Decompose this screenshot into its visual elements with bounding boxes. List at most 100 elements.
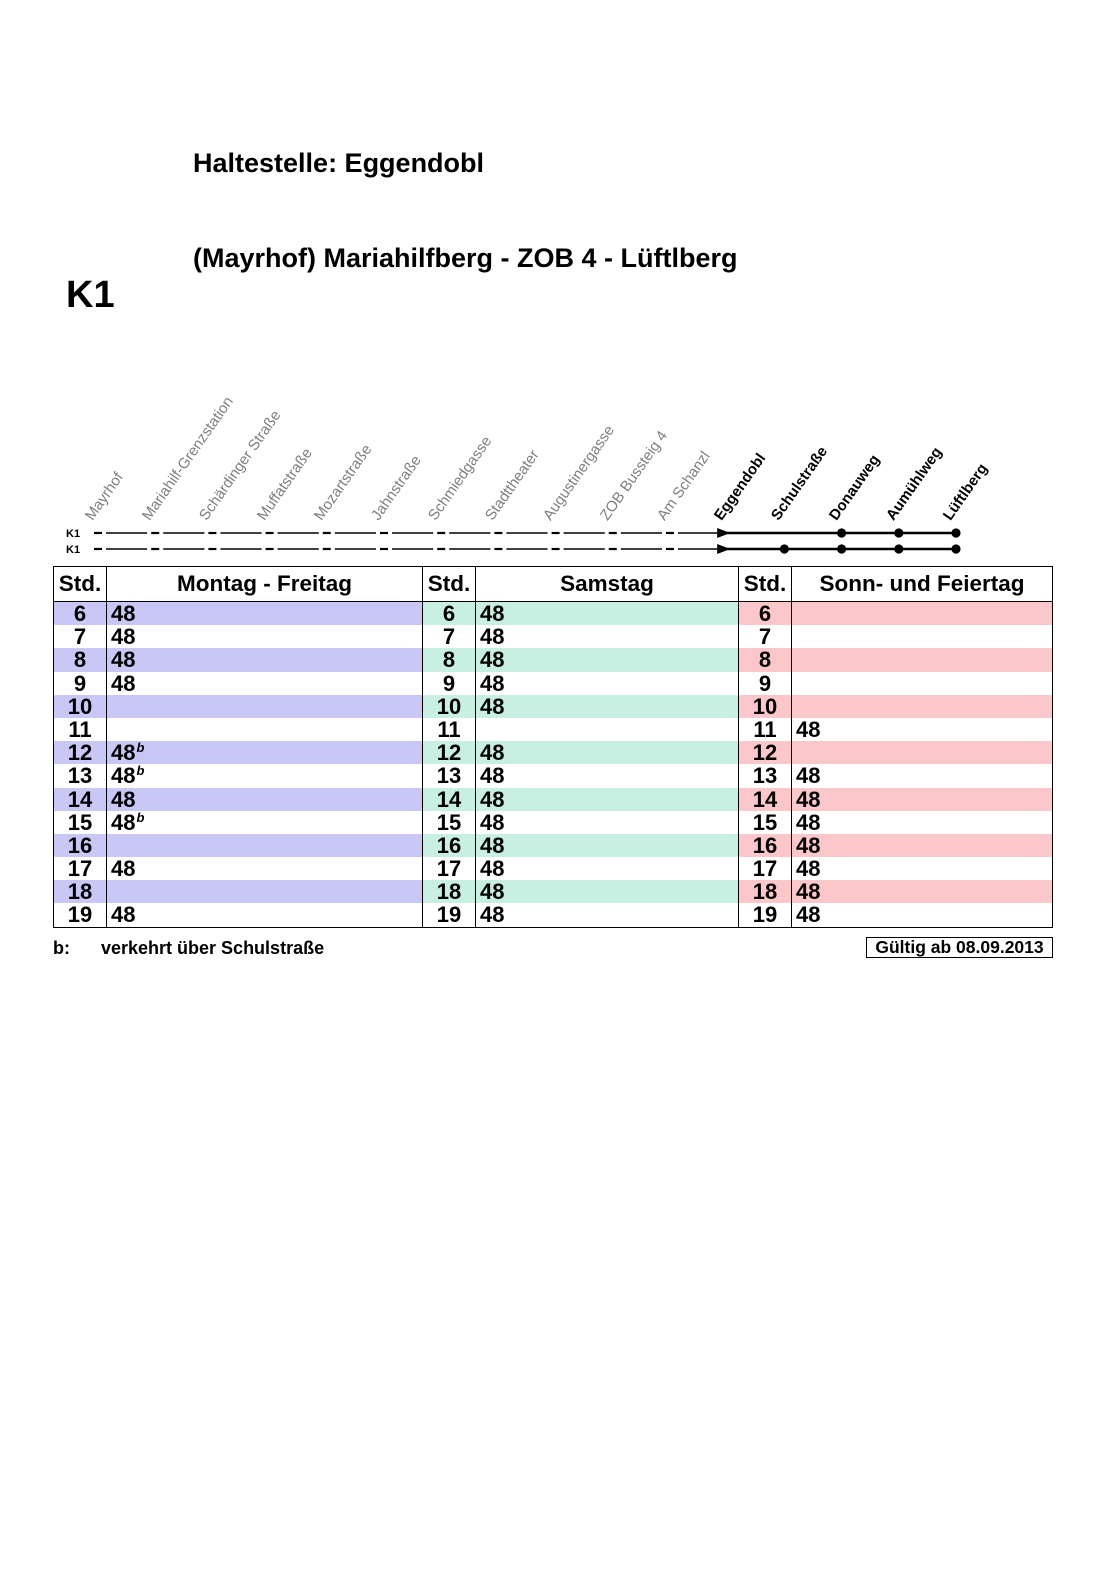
saturday-header: Samstag <box>475 567 738 602</box>
hour-value: 6 <box>442 602 456 626</box>
hour-value: 18 <box>436 880 462 904</box>
sunday-departures <box>791 671 1052 695</box>
sunday-departures: 48 <box>791 810 1052 834</box>
next-stop-dot <box>894 544 904 554</box>
minute-value: 48 <box>480 694 505 718</box>
sunday-hour-cell: 7 <box>738 625 791 649</box>
weekday-departures <box>106 717 422 742</box>
saturday-hour-cell: 8 <box>422 648 475 672</box>
hour-value: 7 <box>73 625 87 649</box>
sunday-hour-cell: 6 <box>738 602 791 626</box>
hour-value: 7 <box>758 625 772 649</box>
hour-value: 19 <box>752 903 778 927</box>
hour-value: 8 <box>442 648 456 672</box>
weekday-departures <box>106 833 422 858</box>
hour-value: 13 <box>67 764 93 788</box>
hour-value: 13 <box>752 764 778 788</box>
minute-value: 48 <box>111 857 136 881</box>
hour-value: 15 <box>67 810 93 834</box>
minute-value: 48 <box>480 833 505 858</box>
next-stop-label: Schulstraße <box>768 443 832 524</box>
minute-value: 48 <box>111 903 136 927</box>
hour-value: 10 <box>436 694 462 718</box>
sunday-hour-cell: 15 <box>738 810 791 834</box>
weekday-hour-cell: 7 <box>54 625 106 648</box>
sunday-hour-header: Std. <box>738 567 791 602</box>
hour-value: 9 <box>442 671 456 695</box>
weekday-hour-cell: 10 <box>54 694 106 718</box>
stop-heading: Haltestelle: Eggendobl <box>193 148 485 178</box>
minute-value: 48 <box>480 741 505 765</box>
sunday-departures: 48 <box>791 880 1052 904</box>
hour-value: 15 <box>436 810 462 834</box>
minute-value: 48 <box>480 602 505 626</box>
saturday-departures: 48 <box>475 741 738 765</box>
weekday-hour-cell: 18 <box>54 880 106 904</box>
hour-value: 17 <box>752 857 778 881</box>
sunday-departures <box>791 648 1052 672</box>
minute-value: 48 <box>796 880 821 904</box>
saturday-departures: 48 <box>475 880 738 904</box>
next-stop-dot <box>951 544 961 554</box>
weekday-hour-cell: 11 <box>54 718 106 741</box>
weekday-departures: 48 <box>106 602 422 626</box>
sunday-hour-cell: 16 <box>738 833 791 858</box>
weekday-hour-cell: 16 <box>54 833 106 858</box>
saturday-hour-cell: 7 <box>422 625 475 649</box>
hour-value: 8 <box>758 648 772 672</box>
saturday-departures <box>475 717 738 742</box>
hour-value: 11 <box>437 717 461 742</box>
saturday-departures: 48 <box>475 833 738 858</box>
minute-value: 48 <box>111 648 136 672</box>
minute-value: 48 <box>480 903 505 927</box>
sunday-departures: 48 <box>791 764 1052 788</box>
weekday-departures: 48 <box>106 857 422 881</box>
previous-stop-label: Jahnstraße <box>367 452 425 524</box>
sunday-departures: 48 <box>791 787 1052 811</box>
minute-value: 48 <box>480 857 505 881</box>
weekday-departures <box>106 694 422 718</box>
minute-value: 48 <box>111 671 136 695</box>
saturday-departures: 48 <box>475 857 738 881</box>
hour-value: 12 <box>752 741 778 765</box>
weekday-hour-cell: 13 <box>54 764 106 787</box>
timetable: Std. Montag - Freitag Std. Samstag Std. Sonn-… <box>53 566 1053 928</box>
weekday-hour-cell: 6 <box>54 602 106 626</box>
weekday-departures: 48 <box>106 671 422 695</box>
previous-stop-label: Stadttheater <box>482 446 544 524</box>
hour-value: 19 <box>436 903 462 927</box>
valid-from-box: Gültig ab 08.09.2013 <box>866 937 1053 958</box>
minute-value: 48 <box>796 833 821 858</box>
sunday-departures: 48 <box>791 857 1052 881</box>
sunday-hour-cell: 12 <box>738 741 791 765</box>
saturday-departures: 48 <box>475 671 738 695</box>
next-stop-label: Lüftlberg <box>939 460 992 524</box>
weekday-departures: 48 <box>106 648 422 672</box>
sunday-departures <box>791 694 1052 718</box>
sunday-hour-cell: 10 <box>738 694 791 718</box>
hour-value: 14 <box>752 787 778 811</box>
saturday-hour-cell: 9 <box>422 671 475 695</box>
saturday-hour-cell: 10 <box>422 694 475 718</box>
weekday-departures: 48 <box>106 787 422 811</box>
minute-value: 48 <box>796 903 821 927</box>
next-stop-dot <box>894 528 904 538</box>
footnote-marker: b <box>136 810 145 825</box>
hour-value: 16 <box>752 833 778 858</box>
weekday-hour-cell: 19 <box>54 903 106 926</box>
hour-value: 18 <box>67 880 93 904</box>
saturday-departures: 48 <box>475 648 738 672</box>
minute-value: 48 <box>111 810 136 834</box>
sunday-departures <box>791 741 1052 765</box>
sunday-hour-cell: 13 <box>738 764 791 788</box>
hour-value: 6 <box>73 602 87 626</box>
weekday-hour-cell: 17 <box>54 857 106 880</box>
minute-value: 48 <box>480 880 505 904</box>
minute-value: 48 <box>796 764 821 788</box>
hour-value: 17 <box>67 857 93 881</box>
saturday-departures: 48 <box>475 694 738 718</box>
sunday-hour-cell: 18 <box>738 880 791 904</box>
footnote-key: b: <box>53 938 70 958</box>
hour-value: 19 <box>67 903 93 927</box>
